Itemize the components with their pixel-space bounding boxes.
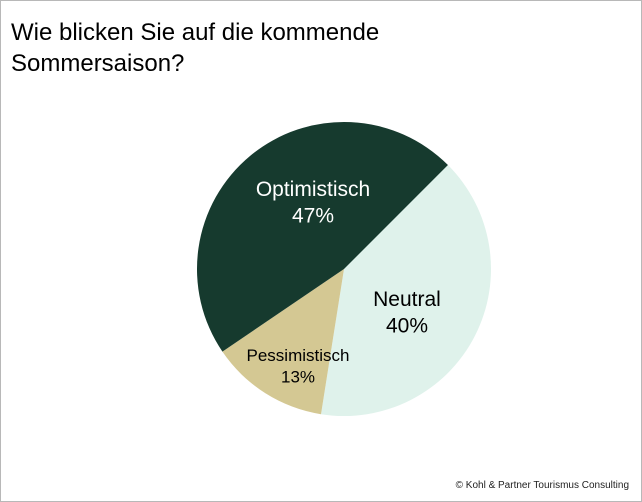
pie-slice-pessimistisch (222, 269, 344, 415)
copyright-footer: © Kohl & Partner Tourismus Consulting (455, 480, 629, 491)
slice-label-neutral: Neutral (373, 288, 441, 311)
slice-value-pessimistisch: 13% (281, 367, 315, 386)
slice-value-optimistisch: 47% (292, 204, 334, 227)
chart-title: Wie blicken Sie auf die kommende Sommers… (11, 19, 380, 77)
slice-value-neutral: 40% (386, 314, 428, 337)
slice-label-optimistisch: Optimistisch (256, 178, 370, 201)
slice-label-pessimistisch: Pessimistisch (247, 346, 350, 365)
pie-slice-neutral (321, 165, 491, 416)
pie-slice-optimistisch (197, 122, 448, 352)
